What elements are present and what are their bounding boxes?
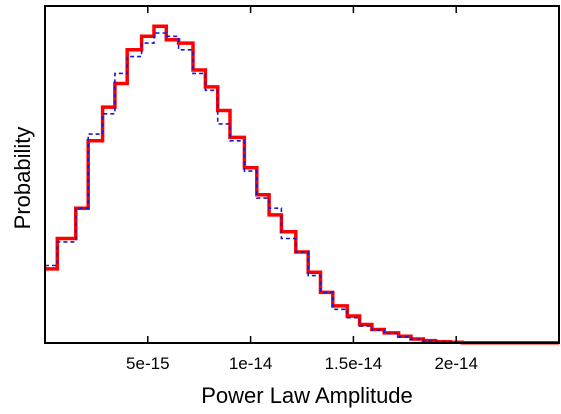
x-tick-label: 1.5e-14	[325, 354, 383, 373]
x-ticks: 5e-15 1e-14 1.5e-14 2e-14	[126, 6, 478, 373]
series-line-blue-dashed	[45, 32, 559, 344]
x-tick-label: 5e-15	[126, 354, 169, 373]
x-axis-label: Power Law Amplitude	[201, 383, 413, 408]
series-layer	[45, 24, 559, 345]
y-axis-label: Probability	[10, 127, 35, 230]
x-tick-label: 1e-14	[229, 354, 272, 373]
plot-frame	[44, 5, 560, 344]
x-tick-label: 2e-14	[434, 354, 477, 373]
